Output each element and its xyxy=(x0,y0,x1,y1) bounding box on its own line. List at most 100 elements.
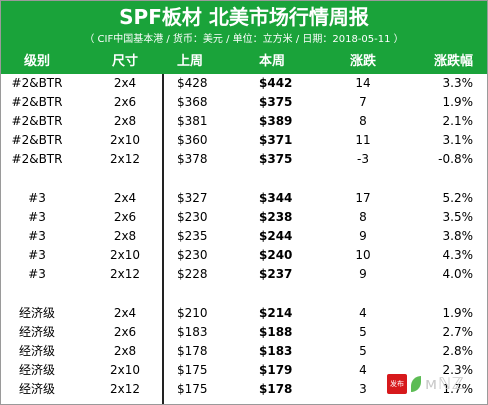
this-week-price: $244 xyxy=(259,229,293,243)
change-cell: 9 xyxy=(359,229,367,243)
this-week-price: $375 xyxy=(259,95,293,109)
this-week-price: $389 xyxy=(259,114,293,128)
last-week-price: $230 xyxy=(177,248,208,262)
size-cell: 2x8 xyxy=(113,114,137,128)
this-week-price: $188 xyxy=(259,325,293,339)
last-week-price: $178 xyxy=(177,344,208,358)
change-pct-cell: 1.9% xyxy=(442,95,474,109)
size-cell: 2x6 xyxy=(113,210,137,224)
grade-cell: 经济级 xyxy=(18,306,55,320)
change-pct-cell: 3.1% xyxy=(442,133,474,147)
last-week-price: $235 xyxy=(177,229,208,243)
last-week-price: $230 xyxy=(177,210,208,224)
col-change: 涨跌 xyxy=(349,54,376,69)
report-header: SPF板材 北美市场行情周报 （ CIF中国基本港 / 货币：美元 / 单位：立… xyxy=(1,1,487,74)
last-week-price: $175 xyxy=(177,382,208,396)
change-cell: 8 xyxy=(359,210,367,224)
grade-cell: 经济级 xyxy=(18,344,55,358)
change-pct-cell: 2.7% xyxy=(442,325,474,339)
table-row: #2&BTR 2x6 $368 $375 7 1.9% xyxy=(1,93,487,112)
table-row: 经济级 2x6 $183 $188 5 2.7% xyxy=(1,323,487,342)
table-row: #2&BTR 2x12 $378 $375 -3 -0.8% xyxy=(1,150,487,169)
watermark: 发布 ᴍℕℤ xyxy=(383,370,487,404)
col-this-week: 本周 xyxy=(259,54,286,69)
change-cell: 7 xyxy=(359,95,367,109)
this-week-price: $371 xyxy=(259,133,293,147)
table-row: #3 2x4 $327 $344 17 5.2% xyxy=(1,189,487,208)
change-pct-cell: 3.5% xyxy=(442,210,474,224)
grade-cell: 经济级 xyxy=(18,382,55,396)
size-cell: 2x6 xyxy=(113,95,137,109)
grade-cell: #2&BTR xyxy=(11,76,63,90)
change-pct-cell: 2.3% xyxy=(442,363,474,377)
this-week-price: $344 xyxy=(259,191,293,205)
change-pct-cell: 5.2% xyxy=(442,191,474,205)
change-pct-cell: 3.3% xyxy=(442,76,474,90)
table-row: #2&BTR 2x4 $428 $442 14 3.3% xyxy=(1,74,487,93)
change-pct-cell: 3.8% xyxy=(442,229,474,243)
grade-cell: #3 xyxy=(28,267,46,281)
grade-cell: #2&BTR xyxy=(11,95,63,109)
table-row: 经济级 2x10 $175 $179 4 2.3% xyxy=(1,361,487,380)
change-cell: 5 xyxy=(359,325,367,339)
grade-cell: #3 xyxy=(28,210,46,224)
leaf-icon xyxy=(411,376,421,392)
table-row: #2&BTR 2x10 $360 $371 11 3.1% xyxy=(1,131,487,150)
change-pct-cell: 2.1% xyxy=(442,114,474,128)
table-row: 经济级 2x4 $210 $214 4 1.9% xyxy=(1,304,487,323)
change-cell: 4 xyxy=(359,306,367,320)
this-week-price: $214 xyxy=(259,306,293,320)
this-week-price: $237 xyxy=(259,267,293,281)
col-change-pct: 涨跌幅 xyxy=(433,54,473,69)
change-cell: 17 xyxy=(355,191,371,205)
watermark-text: ᴍℕℤ xyxy=(425,374,465,393)
size-cell: 2x12 xyxy=(109,382,140,396)
grade-cell: #3 xyxy=(28,248,46,262)
last-week-price: $183 xyxy=(177,325,208,339)
table-row: #3 2x10 $230 $240 10 4.3% xyxy=(1,246,487,265)
size-cell: 2x4 xyxy=(113,76,137,90)
watermark-badge: 发布 xyxy=(387,374,407,394)
column-divider xyxy=(162,74,164,404)
size-cell: 2x4 xyxy=(113,191,137,205)
size-cell: 2x8 xyxy=(113,344,137,358)
this-week-price: $238 xyxy=(259,210,293,224)
table-header: 级别 尺寸 上周 本周 涨跌 涨跌幅 xyxy=(1,52,487,72)
last-week-price: $360 xyxy=(177,133,208,147)
size-cell: 2x10 xyxy=(109,363,140,377)
report-subtitle: （ CIF中国基本港 / 货币：美元 / 单位：立方米 / 日期：2018-05… xyxy=(84,34,404,45)
grade-cell: #2&BTR xyxy=(11,114,63,128)
grade-cell: #3 xyxy=(28,191,46,205)
grade-cell: 经济级 xyxy=(18,363,55,377)
table-row: #3 2x12 $228 $237 9 4.0% xyxy=(1,265,487,284)
change-cell: 11 xyxy=(355,133,371,147)
last-week-price: $368 xyxy=(177,95,208,109)
grade-cell: #3 xyxy=(28,229,46,243)
grade-cell: #2&BTR xyxy=(11,133,63,147)
this-week-price: $179 xyxy=(259,363,293,377)
table-row: 经济级 2x12 $175 $178 3 1.7% xyxy=(1,380,487,399)
col-last-week: 上周 xyxy=(177,54,204,69)
this-week-price: $442 xyxy=(259,76,293,90)
table-row: #3 2x8 $235 $244 9 3.8% xyxy=(1,227,487,246)
change-pct-cell: 4.3% xyxy=(442,248,474,262)
grade-cell: #2&BTR xyxy=(11,152,63,166)
table-row: #2&BTR 2x8 $381 $389 8 2.1% xyxy=(1,112,487,131)
change-cell: 14 xyxy=(355,76,371,90)
this-week-price: $183 xyxy=(259,344,293,358)
change-pct-cell: 1.7% xyxy=(442,382,474,396)
change-cell: 4 xyxy=(359,363,367,377)
change-pct-cell: 4.0% xyxy=(442,267,474,281)
this-week-price: $375 xyxy=(259,152,293,166)
change-pct-cell: 1.9% xyxy=(442,306,474,320)
size-cell: 2x4 xyxy=(113,306,137,320)
change-pct-cell: 2.8% xyxy=(442,344,474,358)
this-week-price: $240 xyxy=(259,248,293,262)
change-cell: 10 xyxy=(355,248,371,262)
last-week-price: $175 xyxy=(177,363,208,377)
size-cell: 2x8 xyxy=(113,229,137,243)
size-cell: 2x12 xyxy=(109,152,140,166)
last-week-price: $327 xyxy=(177,191,208,205)
report-title: SPF板材 北美市场行情周报 xyxy=(119,5,369,29)
